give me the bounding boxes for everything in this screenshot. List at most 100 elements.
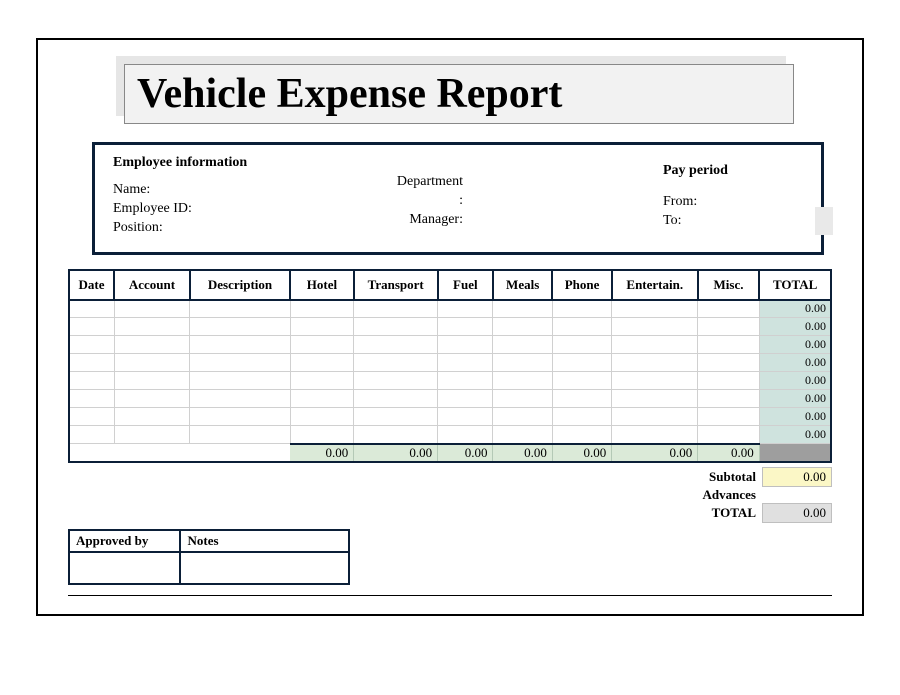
name-label: Name: — [113, 181, 323, 200]
cell[interactable] — [612, 426, 698, 444]
cell[interactable] — [69, 354, 114, 372]
cell[interactable] — [438, 354, 493, 372]
cell[interactable] — [290, 318, 354, 336]
col-subtotal-cell: 0.00 — [354, 444, 438, 462]
cell[interactable] — [354, 336, 438, 354]
cell[interactable] — [190, 354, 290, 372]
cell[interactable] — [698, 336, 759, 354]
cell[interactable] — [69, 372, 114, 390]
cell[interactable] — [114, 390, 190, 408]
cell[interactable] — [698, 372, 759, 390]
cell[interactable] — [612, 408, 698, 426]
cell[interactable] — [698, 408, 759, 426]
cell[interactable] — [698, 354, 759, 372]
cell[interactable] — [114, 318, 190, 336]
table-row: 0.00 — [69, 408, 831, 426]
footer-rule — [68, 595, 832, 596]
subtotal-gap — [190, 444, 290, 462]
department-label-2: : — [323, 192, 463, 211]
cell[interactable] — [114, 354, 190, 372]
cell[interactable] — [493, 390, 552, 408]
cell[interactable] — [354, 426, 438, 444]
cell[interactable] — [552, 426, 611, 444]
cell[interactable] — [190, 318, 290, 336]
cell[interactable] — [552, 354, 611, 372]
cell[interactable] — [438, 300, 493, 318]
cell[interactable] — [290, 336, 354, 354]
cell[interactable] — [493, 426, 552, 444]
cell[interactable] — [698, 318, 759, 336]
cell[interactable] — [69, 336, 114, 354]
cell[interactable] — [190, 372, 290, 390]
title-container: Vehicle Expense Report — [124, 64, 794, 124]
cell[interactable] — [354, 318, 438, 336]
cell[interactable] — [114, 426, 190, 444]
cell[interactable] — [190, 426, 290, 444]
cell[interactable] — [438, 390, 493, 408]
row-total-cell: 0.00 — [759, 318, 831, 336]
cell[interactable] — [190, 408, 290, 426]
table-header-row: DateAccountDescriptionHotelTransportFuel… — [69, 270, 831, 300]
cell[interactable] — [290, 426, 354, 444]
cell[interactable] — [552, 336, 611, 354]
cell[interactable] — [290, 408, 354, 426]
notes-cell[interactable] — [180, 552, 349, 584]
cell[interactable] — [552, 408, 611, 426]
cell[interactable] — [493, 354, 552, 372]
table-row: 0.00 — [69, 390, 831, 408]
col-subtotal-cell: 0.00 — [290, 444, 354, 462]
cell[interactable] — [69, 300, 114, 318]
cell[interactable] — [190, 336, 290, 354]
cell[interactable] — [114, 372, 190, 390]
cell[interactable] — [69, 318, 114, 336]
cell[interactable] — [612, 390, 698, 408]
cell[interactable] — [290, 354, 354, 372]
cell[interactable] — [69, 426, 114, 444]
subtotal-gap — [69, 444, 114, 462]
cell[interactable] — [698, 390, 759, 408]
cell[interactable] — [612, 300, 698, 318]
cell[interactable] — [354, 354, 438, 372]
cell[interactable] — [290, 372, 354, 390]
cell[interactable] — [114, 336, 190, 354]
cell[interactable] — [290, 390, 354, 408]
cell[interactable] — [354, 408, 438, 426]
cell[interactable] — [493, 318, 552, 336]
cell[interactable] — [493, 408, 552, 426]
cell[interactable] — [190, 390, 290, 408]
cell[interactable] — [612, 336, 698, 354]
cell[interactable] — [552, 300, 611, 318]
cell[interactable] — [552, 372, 611, 390]
cell[interactable] — [493, 372, 552, 390]
cell[interactable] — [438, 372, 493, 390]
cell[interactable] — [612, 354, 698, 372]
row-total-cell: 0.00 — [759, 300, 831, 318]
approved-by-cell[interactable] — [69, 552, 180, 584]
cell[interactable] — [290, 300, 354, 318]
cell[interactable] — [552, 390, 611, 408]
cell[interactable] — [493, 336, 552, 354]
col-header-description: Description — [190, 270, 290, 300]
cell[interactable] — [114, 300, 190, 318]
cell[interactable] — [438, 318, 493, 336]
cell[interactable] — [438, 408, 493, 426]
total-row: TOTAL 0.00 — [68, 503, 832, 523]
cell[interactable] — [438, 336, 493, 354]
cell[interactable] — [552, 318, 611, 336]
cell[interactable] — [493, 300, 552, 318]
table-body: 0.000.000.000.000.000.000.000.00 — [69, 300, 831, 444]
cell[interactable] — [612, 318, 698, 336]
cell[interactable] — [354, 300, 438, 318]
cell[interactable] — [114, 408, 190, 426]
cell[interactable] — [354, 390, 438, 408]
column-subtotal-row: 0.000.000.000.000.000.000.00 — [69, 444, 831, 462]
position-label: Position: — [113, 219, 323, 238]
cell[interactable] — [69, 390, 114, 408]
cell[interactable] — [698, 426, 759, 444]
cell[interactable] — [190, 300, 290, 318]
cell[interactable] — [612, 372, 698, 390]
cell[interactable] — [698, 300, 759, 318]
cell[interactable] — [354, 372, 438, 390]
cell[interactable] — [69, 408, 114, 426]
cell[interactable] — [438, 426, 493, 444]
